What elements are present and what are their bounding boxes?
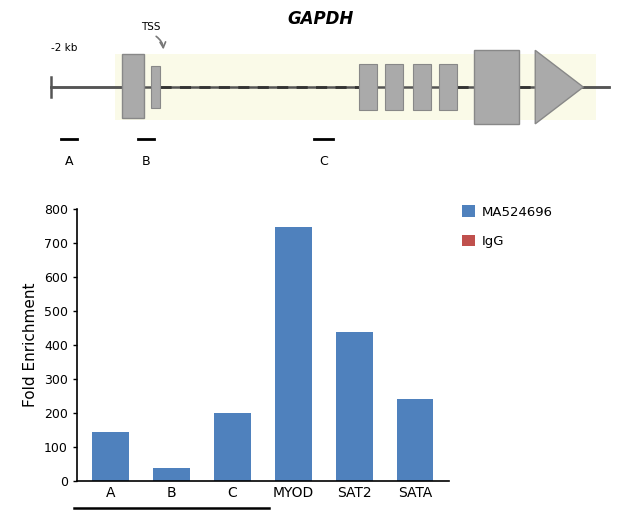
Bar [385, 64, 403, 110]
Text: B: B [142, 155, 150, 168]
Text: TSS: TSS [141, 22, 160, 32]
Bar [439, 64, 457, 110]
Bar [214, 413, 251, 481]
Bar [397, 399, 433, 481]
Bar [151, 66, 160, 108]
Polygon shape [115, 54, 596, 120]
Bar [92, 432, 129, 481]
Legend: MA524696, IgG: MA524696, IgG [462, 206, 553, 248]
Y-axis label: Fold Enrichment: Fold Enrichment [23, 283, 38, 407]
Bar [122, 54, 144, 118]
Bar [359, 64, 377, 110]
Bar [336, 332, 372, 481]
Polygon shape [535, 50, 583, 124]
Bar [153, 468, 190, 481]
Bar [275, 227, 312, 481]
Bar [474, 50, 519, 124]
Text: A: A [65, 155, 73, 168]
Text: C: C [319, 155, 328, 168]
Text: GAPDH: GAPDH [287, 10, 354, 28]
Text: -2 kb: -2 kb [51, 43, 78, 53]
Bar [413, 64, 431, 110]
